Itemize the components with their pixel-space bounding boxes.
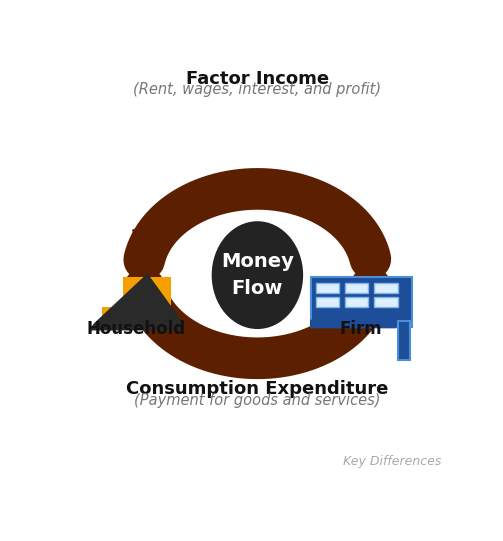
FancyBboxPatch shape (140, 304, 153, 318)
Polygon shape (311, 301, 396, 327)
Text: (Rent, wages, interest, and profit): (Rent, wages, interest, and profit) (133, 82, 381, 97)
FancyBboxPatch shape (315, 283, 339, 293)
Text: Household: Household (87, 320, 186, 338)
FancyBboxPatch shape (345, 283, 368, 293)
Text: Money
Flow: Money Flow (221, 253, 294, 298)
Ellipse shape (212, 221, 303, 329)
FancyBboxPatch shape (398, 321, 410, 360)
Text: Firm: Firm (340, 320, 383, 338)
FancyBboxPatch shape (103, 278, 123, 307)
Text: (Payment for goods and services): (Payment for goods and services) (134, 393, 381, 408)
FancyBboxPatch shape (374, 296, 398, 307)
Polygon shape (90, 274, 183, 330)
Text: Consumption Expenditure: Consumption Expenditure (126, 380, 389, 398)
Polygon shape (133, 230, 166, 266)
FancyBboxPatch shape (315, 296, 339, 307)
FancyBboxPatch shape (345, 296, 368, 307)
Polygon shape (349, 281, 382, 318)
FancyBboxPatch shape (103, 278, 171, 330)
FancyBboxPatch shape (374, 283, 398, 293)
Text: Key Differences: Key Differences (343, 454, 441, 467)
FancyBboxPatch shape (311, 278, 411, 327)
Text: Factor Income: Factor Income (186, 70, 329, 88)
